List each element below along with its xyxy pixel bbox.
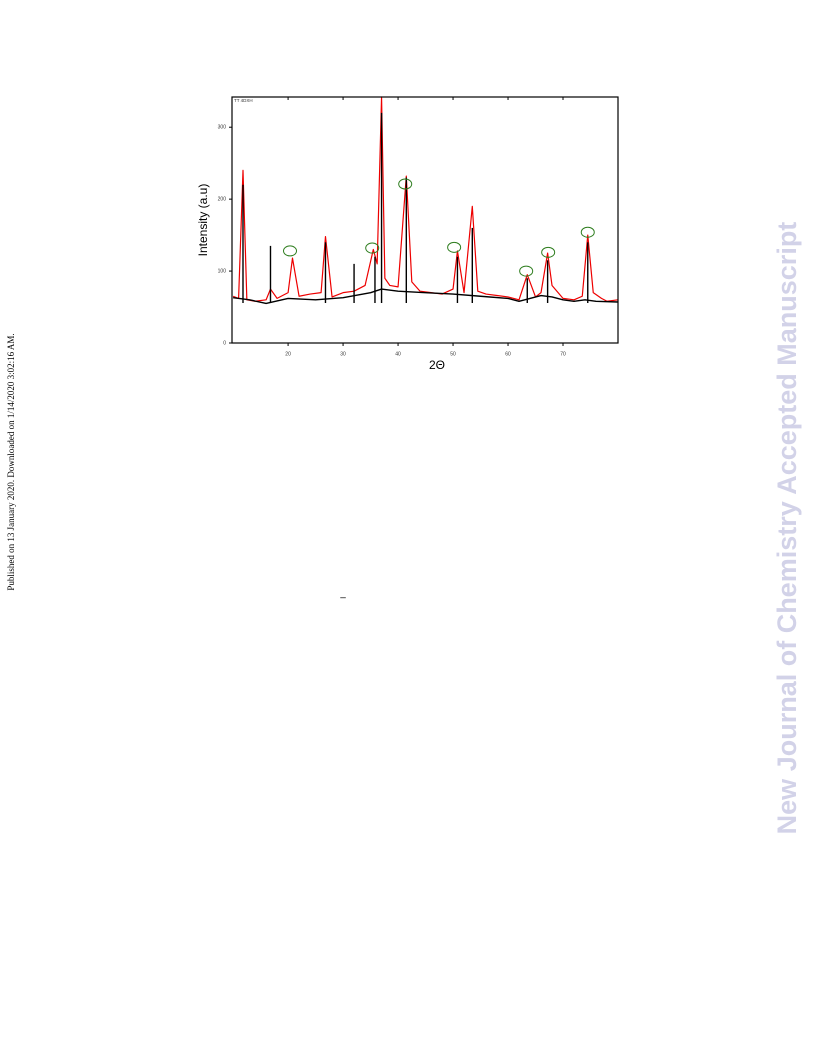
x-tick-label: 50 xyxy=(450,351,456,357)
dash: – xyxy=(340,593,346,604)
watermark: New Journal of Chemistry Accepted Manusc… xyxy=(772,222,802,835)
x-tick-label: 40 xyxy=(395,351,401,357)
x-tick-label: 60 xyxy=(505,351,511,357)
peak-circle xyxy=(519,265,534,277)
x-tick-label: 30 xyxy=(340,351,346,357)
peak-circle xyxy=(580,226,595,238)
annotation: TT 4DXH xyxy=(234,98,253,103)
side-note: Published on 13 January 2020. Downloaded… xyxy=(6,333,16,590)
series-line xyxy=(232,96,619,302)
y-tick-label: 200 xyxy=(218,196,227,202)
x-tick-label: 70 xyxy=(560,351,566,357)
peak-circle xyxy=(398,178,413,190)
peak-circle xyxy=(541,246,556,258)
x-tick-label: 20 xyxy=(285,351,291,357)
plot-frame xyxy=(231,96,619,344)
y-tick-label: 100 xyxy=(218,268,227,274)
y-tick-label: 0 xyxy=(223,340,226,346)
peak-circle xyxy=(365,242,380,254)
chart: 0 100 200 300 20 30 40 50 60 70 TT 4DXH 2Θ Intensity… xyxy=(196,96,619,372)
peak-circle xyxy=(283,245,298,257)
series-line xyxy=(233,288,619,305)
peak-circle xyxy=(447,241,462,253)
y-tick-label: 300 xyxy=(218,125,227,131)
y-axis-label: Intensity (a.u) xyxy=(196,184,210,257)
x-axis-label: 2Θ xyxy=(429,358,445,372)
